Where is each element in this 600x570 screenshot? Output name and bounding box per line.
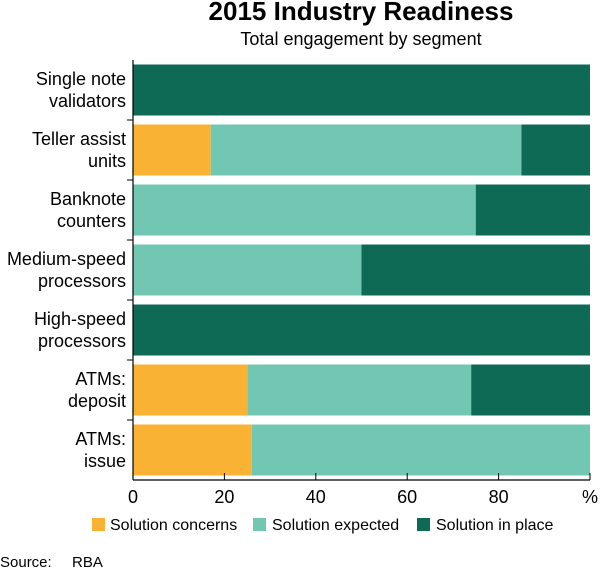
- category-labels: Single note validators Teller assist units B…: [7, 69, 126, 471]
- legend-swatch-solution-expected: [253, 518, 266, 531]
- category-label-3: Medium-speed processors: [7, 249, 126, 291]
- chart-subtitle: Total engagement by segment: [240, 29, 481, 49]
- legend: Solution concerns Solution expected Soluti…: [92, 517, 554, 534]
- bar-solution-in-place-4: [133, 304, 590, 356]
- category-label-1: Teller assist units: [32, 129, 126, 171]
- bar-solution-expected-1: [210, 124, 522, 176]
- x-tick-label-40: 40: [306, 487, 326, 507]
- x-unit-label: %: [582, 487, 598, 507]
- legend-swatch-solution-concerns: [92, 518, 105, 531]
- bar-solution-in-place-0: [133, 64, 590, 116]
- x-axis: 0 20 40 60 80%: [127, 60, 598, 507]
- bar-solution-concerns-1: [133, 124, 211, 176]
- bar-solution-expected-3: [133, 244, 362, 296]
- bar-solution-expected-6: [251, 424, 590, 476]
- bar-solution-in-place-5: [471, 364, 590, 416]
- bar-solution-in-place-1: [521, 124, 590, 176]
- chart-title: 2015 Industry Readiness: [209, 0, 514, 26]
- x-tick-label-0: 0: [128, 487, 138, 507]
- category-label-0: Single note validators: [36, 69, 126, 111]
- bar-solution-expected-2: [133, 184, 476, 236]
- category-label-5: ATMs: deposit: [68, 369, 126, 411]
- bar-solution-in-place-3: [361, 244, 590, 296]
- legend-label-solution-expected: Solution expected: [272, 517, 399, 534]
- category-label-4: High-speed processors: [34, 309, 126, 351]
- legend-label-solution-concerns: Solution concerns: [110, 517, 237, 534]
- bars-group: [133, 64, 590, 476]
- bar-solution-in-place-2: [475, 184, 590, 236]
- x-tick-label-20: 20: [214, 487, 234, 507]
- category-label-2: Banknote counters: [50, 189, 126, 231]
- category-label-6: ATMs: issue: [75, 429, 126, 471]
- source-value: RBA: [72, 554, 103, 570]
- legend-swatch-solution-in-place: [417, 518, 430, 531]
- legend-label-solution-in-place: Solution in place: [436, 517, 554, 534]
- bar-solution-concerns-6: [133, 424, 252, 476]
- bar-solution-expected-5: [247, 364, 472, 416]
- x-tick-label-60: 60: [397, 487, 417, 507]
- x-tick-label-80: 80: [489, 487, 509, 507]
- source-label: Source:: [0, 554, 52, 570]
- bar-solution-concerns-5: [133, 364, 248, 416]
